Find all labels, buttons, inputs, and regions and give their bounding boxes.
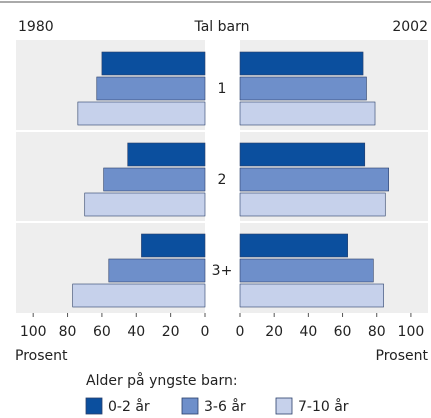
bar	[239, 167, 389, 192]
x-tick-label: 40	[299, 324, 317, 340]
panel-title: 1980	[18, 19, 54, 35]
bar	[108, 258, 206, 283]
panel-title: 2002	[392, 19, 428, 35]
legend-label: 3-6 år	[204, 398, 246, 415]
bar	[127, 142, 206, 167]
x-tick-label: 80	[59, 324, 77, 340]
bar	[72, 283, 206, 308]
x-tick-label: 100	[20, 324, 47, 340]
x-tick-label: 0	[201, 324, 210, 340]
legend-label: 7-10 år	[298, 398, 349, 415]
x-tick-label: 20	[162, 324, 180, 340]
bar	[239, 142, 366, 167]
legend-swatch	[275, 397, 293, 415]
bar	[101, 51, 206, 76]
legend-label: 0-2 år	[108, 398, 150, 415]
x-tick-label: 20	[265, 324, 283, 340]
legend-swatch	[181, 397, 199, 415]
bar	[103, 167, 206, 192]
bar	[239, 76, 367, 101]
bar	[239, 283, 384, 308]
bar	[239, 101, 376, 126]
legend-swatch	[85, 397, 103, 415]
bar	[77, 101, 206, 126]
bar	[239, 258, 374, 283]
x-tick-label: 80	[368, 324, 386, 340]
x-tick-label: 40	[127, 324, 145, 340]
center-label: Tal barn	[193, 19, 249, 35]
bar	[141, 233, 206, 258]
x-tick-label: 0	[236, 324, 245, 340]
legend-title: Alder på yngste barn:	[86, 372, 238, 389]
x-axis-label: Prosent	[15, 348, 68, 364]
x-tick-label: 100	[398, 324, 425, 340]
x-tick-label: 60	[334, 324, 352, 340]
bar	[239, 51, 364, 76]
category-label: 2	[218, 172, 227, 188]
category-label: 1	[218, 81, 227, 97]
bar	[96, 76, 206, 101]
category-label: 3+	[212, 263, 233, 279]
x-tick-label: 60	[93, 324, 111, 340]
bar	[239, 192, 386, 217]
x-axis-label: Prosent	[376, 348, 429, 364]
bar	[84, 192, 206, 217]
bar	[239, 233, 348, 258]
